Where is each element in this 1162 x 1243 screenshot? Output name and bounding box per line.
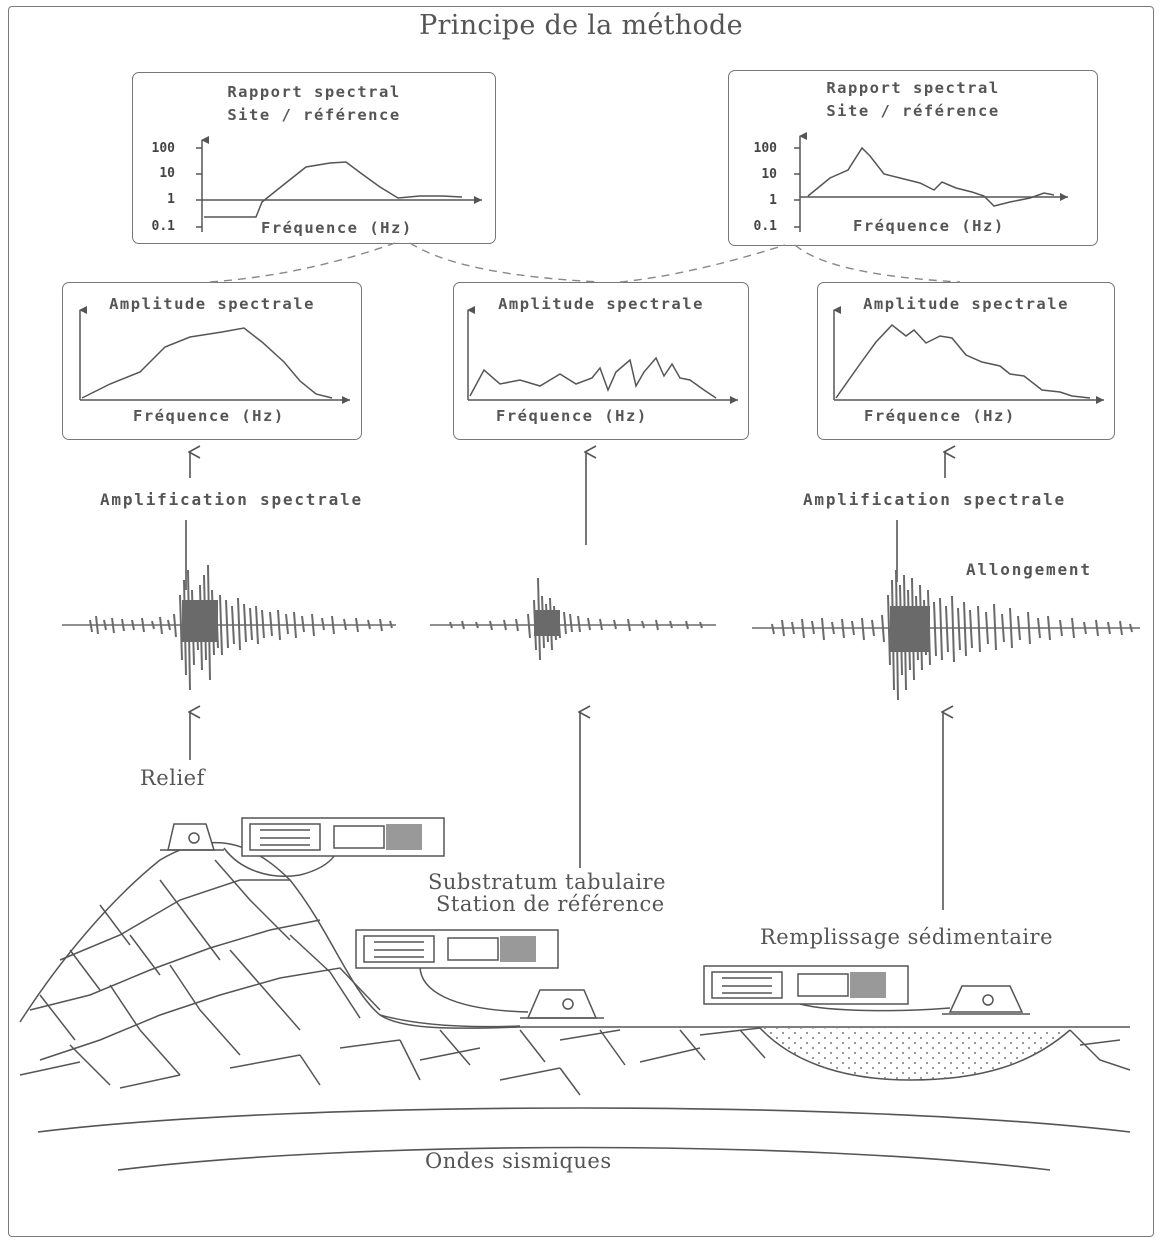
amp-chart-left [80, 310, 350, 400]
seismogram-left [62, 565, 396, 690]
sediment-fill [760, 1028, 1070, 1080]
seismogram-middle [430, 578, 716, 660]
ratio-chart-right [794, 136, 1068, 232]
amp-chart-middle [468, 310, 738, 400]
seismometer-icon [420, 966, 604, 1018]
recorder-icon [356, 930, 558, 968]
seismic-waves [38, 1108, 1130, 1170]
ratio-chart-left [196, 140, 482, 232]
recorder-icon [704, 966, 908, 1004]
recorder-icon [242, 818, 444, 856]
seismogram-right [752, 570, 1140, 700]
dashed-connectors [210, 243, 960, 282]
amp-chart-right [834, 310, 1104, 400]
